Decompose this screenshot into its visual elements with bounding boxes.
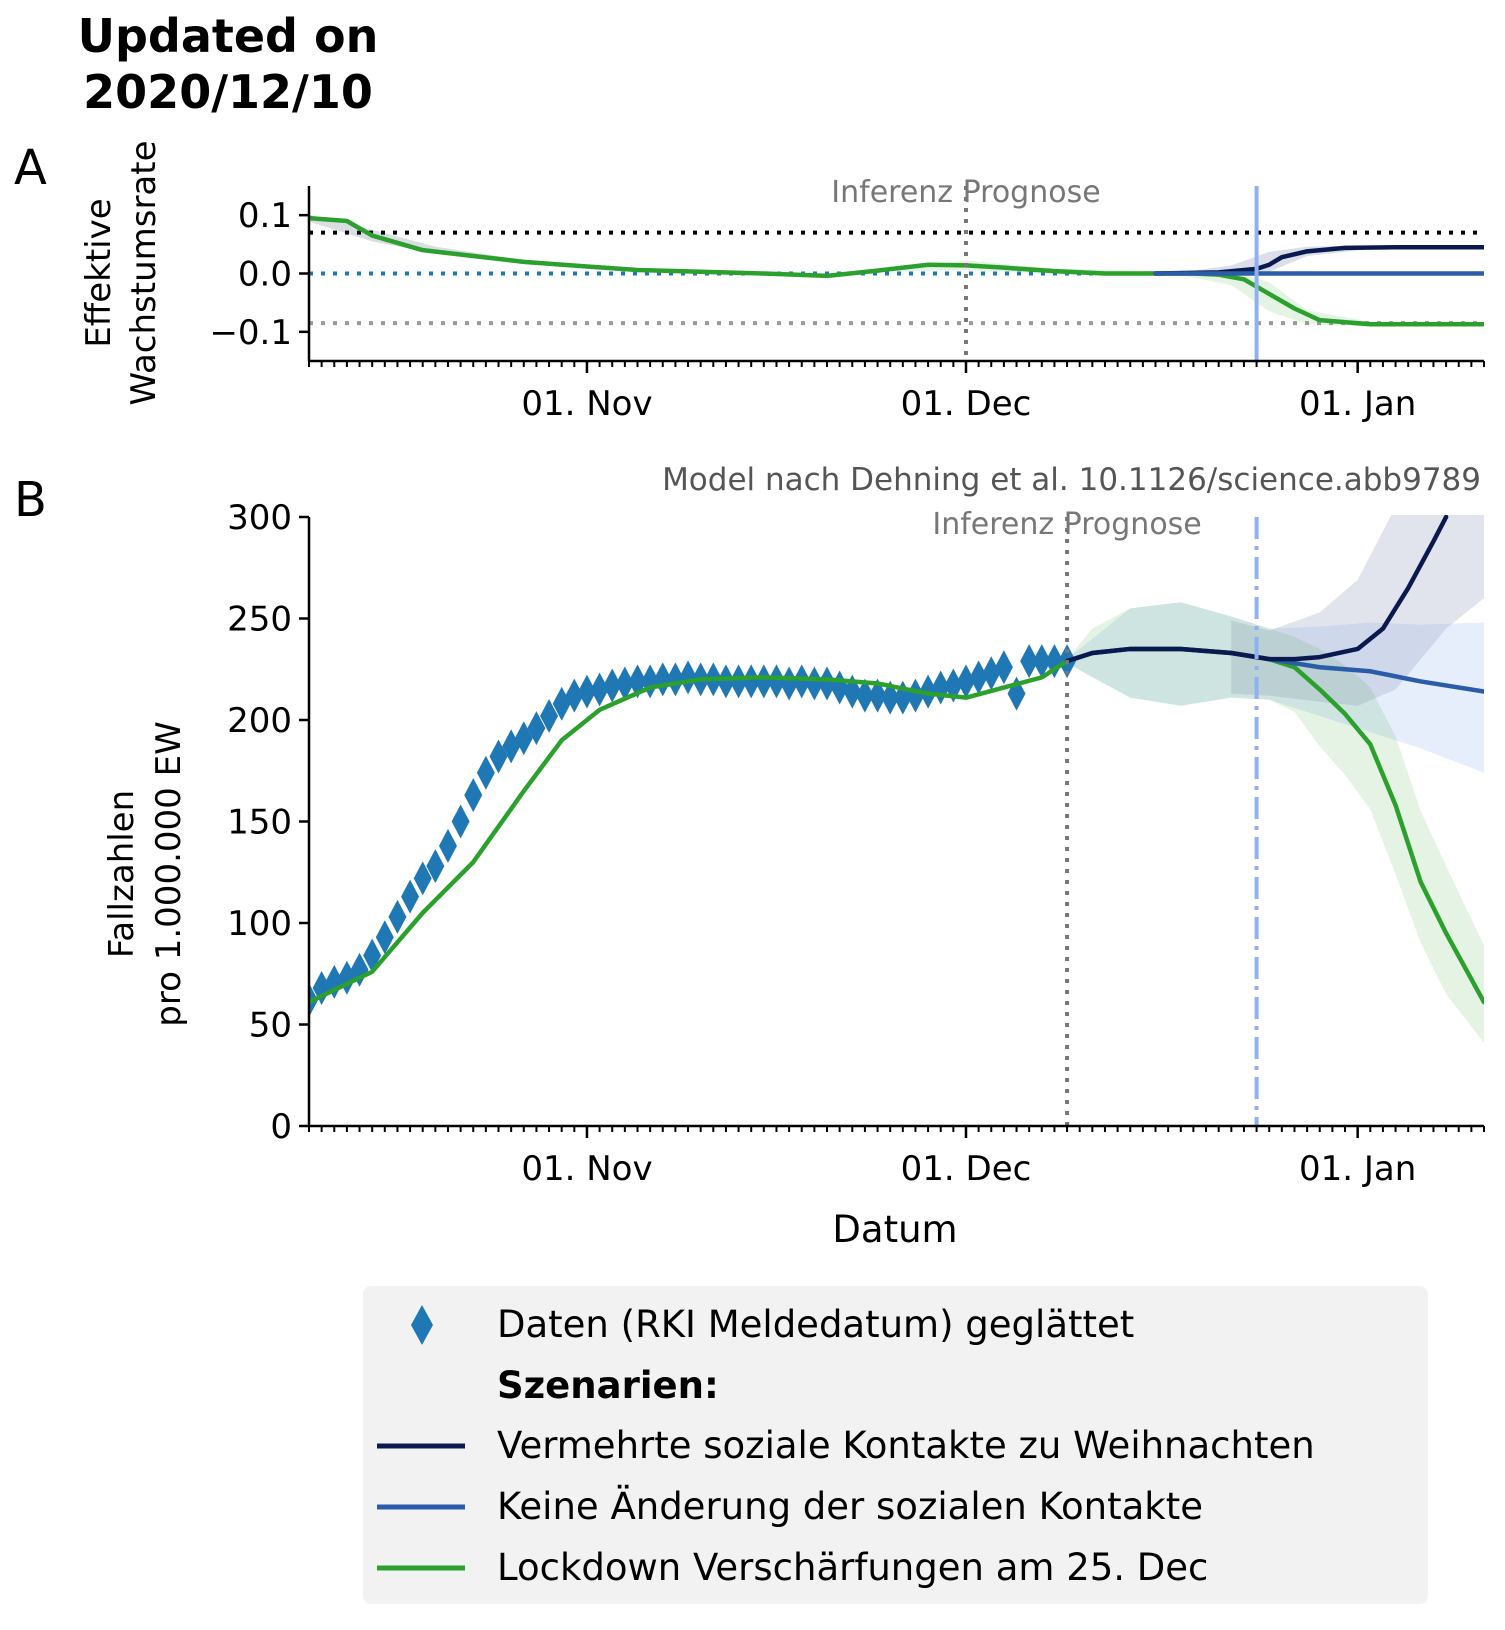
data-point [868,678,887,713]
panel-b-ylabel-line-2: pro 1.000.000 EW [149,721,189,1026]
data-point [413,861,432,896]
data-point [805,666,824,701]
legend-label-lockdown: Lockdown Verschärfungen am 25. Dec [497,1546,1208,1589]
plotB-band-lockdown [1067,602,1484,1043]
data-point [615,666,634,701]
panel-a-label: A [14,140,47,196]
x-tick-label: 01. Nov [521,1149,652,1189]
data-point [855,678,874,713]
data-point [956,664,975,699]
data-point [464,778,483,813]
x-tick-label: 01. Nov [521,384,652,424]
x-tick-label: 01. Jan [1299,1149,1416,1189]
y-tick-label: 250 [227,600,292,640]
panel-b-plot: Inferenz Prognose 0 50 100 150 200 250 300 01. N… [227,498,1485,1189]
data-point [451,804,470,839]
model-annotation: Model nach Dehning et al. 10.1126/scienc… [662,462,1481,498]
plotA-plot-area [309,214,1484,327]
data-point [666,662,685,697]
data-point [679,660,698,695]
legend-box [363,1286,1428,1604]
data-point [818,666,837,701]
legend-label-increased-contacts: Vermehrte soziale Kontakte zu Weihnachte… [497,1424,1315,1467]
panel-a: A Effektive Wachstumsrate Inferenz Progn… [14,140,1485,424]
y-tick-label: 100 [227,904,292,944]
y-tick-label: −0.1 [209,313,292,353]
data-point [577,674,596,709]
x-tick-label: 01. Dec [901,1149,1032,1189]
series-line-lockdown [309,215,1484,327]
data-point [476,755,495,790]
panel-b-xlabel: Datum [832,1208,957,1251]
data-point [603,668,622,703]
panel-a-ylabel-line-1: Effektive [79,198,119,347]
panel-b: B Fallzahlen pro 1.000.000 EW Model nach… [14,462,1485,1251]
series-line-increased-contacts [1064,515,1449,664]
y-tick-label: 50 [249,1006,292,1046]
data-point [514,721,533,756]
y-tick-label: 150 [227,803,292,843]
plotB-band-no-change [1067,602,1484,773]
data-point [754,664,773,699]
data-point [1032,644,1051,679]
data-point [401,879,420,914]
data-point [716,664,735,699]
data-point [438,828,457,863]
panel-b-label: B [14,472,47,528]
y-tick-label: 300 [227,498,292,538]
data-point [982,656,1001,691]
plotA-inference-label: Inferenz Prognose [831,175,1100,210]
legend-label-no-change: Keine Änderung der sozialen Kontakte [497,1485,1203,1528]
plotB-inference-label: Inferenz Prognose [932,507,1201,542]
data-point [590,672,609,707]
y-tick-label: 0.0 [238,255,292,295]
y-tick-label: 0.1 [238,196,292,236]
data-point [1020,644,1039,679]
panel-b-ylabel-line-1: Fallzahlen [102,790,142,958]
data-point [540,698,559,733]
panel-a-plot: Inferenz Prognose −0.1 0.0 0.1 01. Nov 01. De… [209,175,1485,424]
data-point [792,664,811,699]
data-point [969,660,988,695]
legend-data-label: Daten (RKI Meldedatum) geglättet [497,1303,1134,1346]
title-line-2: 2020/12/10 [83,65,373,119]
x-tick-label: 01. Jan [1299,384,1416,424]
legend: Daten (RKI Meldedatum) geglättet Szenari… [363,1286,1428,1604]
y-tick-label: 200 [227,701,292,741]
data-point [527,711,546,746]
legend-heading: Szenarien: [497,1364,719,1407]
data-point [906,678,925,713]
data-point [565,678,584,713]
data-point [426,849,445,884]
data-point [489,739,508,774]
data-point [742,664,761,699]
series-line-lockdown [309,646,1484,1005]
x-tick-label: 01. Dec [901,384,1032,424]
plotA-band-lockdown [877,260,1484,327]
y-tick-label: 0 [270,1107,292,1147]
data-point [388,899,407,934]
data-point [375,920,394,955]
panel-a-ylabel-line-2: Wachstumsrate [124,140,164,405]
series-line-increased-contacts [1153,245,1484,276]
data-point [994,650,1013,685]
title-line-1: Updated on [78,9,379,63]
plotB-plot-area [309,515,1484,1043]
data-point [767,664,786,699]
data-point [780,666,799,701]
data-point [729,664,748,699]
legend-data-diamond-icon [411,1305,433,1345]
